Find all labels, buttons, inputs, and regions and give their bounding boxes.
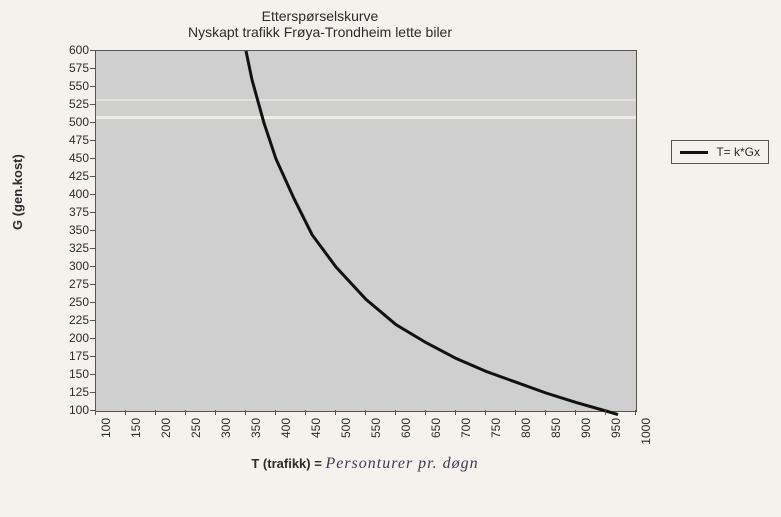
x-tick-mark <box>425 410 426 415</box>
y-tick-mark <box>90 392 95 393</box>
chart-page: { "chart": { "type": "line", "title": "E… <box>0 0 781 517</box>
x-tick-label: 350 <box>249 418 263 448</box>
y-tick-mark <box>90 104 95 105</box>
y-tick-mark <box>90 212 95 213</box>
y-tick-mark <box>90 374 95 375</box>
x-tick-label: 650 <box>429 418 443 448</box>
y-tick-mark <box>90 230 95 231</box>
y-tick-label: 600 <box>49 43 89 57</box>
x-tick-mark <box>365 410 366 415</box>
y-tick-label: 550 <box>49 79 89 93</box>
x-tick-label: 800 <box>519 418 533 448</box>
x-tick-mark <box>215 410 216 415</box>
y-tick-mark <box>90 320 95 321</box>
y-tick-label: 350 <box>49 223 89 237</box>
y-tick-label: 575 <box>49 61 89 75</box>
x-tick-label: 950 <box>609 418 623 448</box>
x-tick-label: 700 <box>459 418 473 448</box>
x-tick-label: 300 <box>219 418 233 448</box>
x-tick-mark <box>95 410 96 415</box>
y-tick-mark <box>90 176 95 177</box>
y-tick-label: 200 <box>49 331 89 345</box>
x-tick-mark <box>515 410 516 415</box>
y-tick-label: 325 <box>49 241 89 255</box>
y-tick-label: 375 <box>49 205 89 219</box>
x-tick-mark <box>395 410 396 415</box>
chart-titles: Etterspørselskurve Nyskapt trafikk Frøya… <box>0 8 640 40</box>
y-tick-mark <box>90 158 95 159</box>
plot-area <box>95 50 637 412</box>
y-tick-label: 425 <box>49 169 89 183</box>
demand-curve <box>96 51 636 411</box>
x-tick-label: 100 <box>99 418 113 448</box>
y-tick-mark <box>90 194 95 195</box>
y-tick-mark <box>90 50 95 51</box>
x-tick-label: 200 <box>159 418 173 448</box>
x-tick-label: 600 <box>399 418 413 448</box>
x-tick-label: 850 <box>549 418 563 448</box>
y-tick-label: 450 <box>49 151 89 165</box>
x-axis-label-handwritten: Personturer pr. døgn <box>325 455 478 472</box>
y-tick-mark <box>90 302 95 303</box>
y-tick-label: 150 <box>49 367 89 381</box>
legend-label: T= k*Gx <box>716 145 760 159</box>
y-tick-label: 100 <box>49 403 89 417</box>
y-tick-label: 300 <box>49 259 89 273</box>
x-tick-mark <box>185 410 186 415</box>
y-tick-mark <box>90 86 95 87</box>
y-tick-label: 125 <box>49 385 89 399</box>
y-tick-label: 500 <box>49 115 89 129</box>
y-tick-mark <box>90 140 95 141</box>
x-tick-mark <box>305 410 306 415</box>
y-tick-label: 175 <box>49 349 89 363</box>
x-tick-label: 1000 <box>639 418 653 448</box>
y-tick-label: 225 <box>49 313 89 327</box>
x-tick-mark <box>275 410 276 415</box>
y-tick-label: 275 <box>49 277 89 291</box>
x-tick-label: 750 <box>489 418 503 448</box>
x-tick-label: 400 <box>279 418 293 448</box>
y-tick-mark <box>90 266 95 267</box>
y-tick-label: 250 <box>49 295 89 309</box>
y-tick-label: 525 <box>49 97 89 111</box>
x-tick-mark <box>545 410 546 415</box>
x-tick-label: 900 <box>579 418 593 448</box>
legend: T= k*Gx <box>671 140 769 164</box>
x-axis-label-printed: T (trafikk) = <box>251 456 321 471</box>
y-tick-mark <box>90 356 95 357</box>
x-tick-label: 550 <box>369 418 383 448</box>
x-axis-label: T (trafikk) = Personturer pr. døgn <box>95 455 635 473</box>
x-tick-mark <box>155 410 156 415</box>
y-tick-label: 400 <box>49 187 89 201</box>
y-tick-mark <box>90 284 95 285</box>
x-tick-label: 250 <box>189 418 203 448</box>
y-tick-mark <box>90 248 95 249</box>
x-tick-label: 450 <box>309 418 323 448</box>
x-tick-mark <box>635 410 636 415</box>
x-tick-mark <box>125 410 126 415</box>
x-tick-mark <box>485 410 486 415</box>
chart-subtitle: Nyskapt trafikk Frøya-Trondheim lette bi… <box>0 24 640 40</box>
x-tick-mark <box>335 410 336 415</box>
y-tick-mark <box>90 122 95 123</box>
y-tick-mark <box>90 338 95 339</box>
y-tick-label: 475 <box>49 133 89 147</box>
x-tick-mark <box>455 410 456 415</box>
x-tick-mark <box>605 410 606 415</box>
x-tick-mark <box>245 410 246 415</box>
x-tick-label: 500 <box>339 418 353 448</box>
y-tick-mark <box>90 68 95 69</box>
x-tick-label: 150 <box>129 418 143 448</box>
y-axis-label: G (gen.kost) <box>10 154 25 230</box>
chart-title: Etterspørselskurve <box>0 8 640 24</box>
legend-swatch <box>680 151 708 154</box>
x-tick-mark <box>575 410 576 415</box>
